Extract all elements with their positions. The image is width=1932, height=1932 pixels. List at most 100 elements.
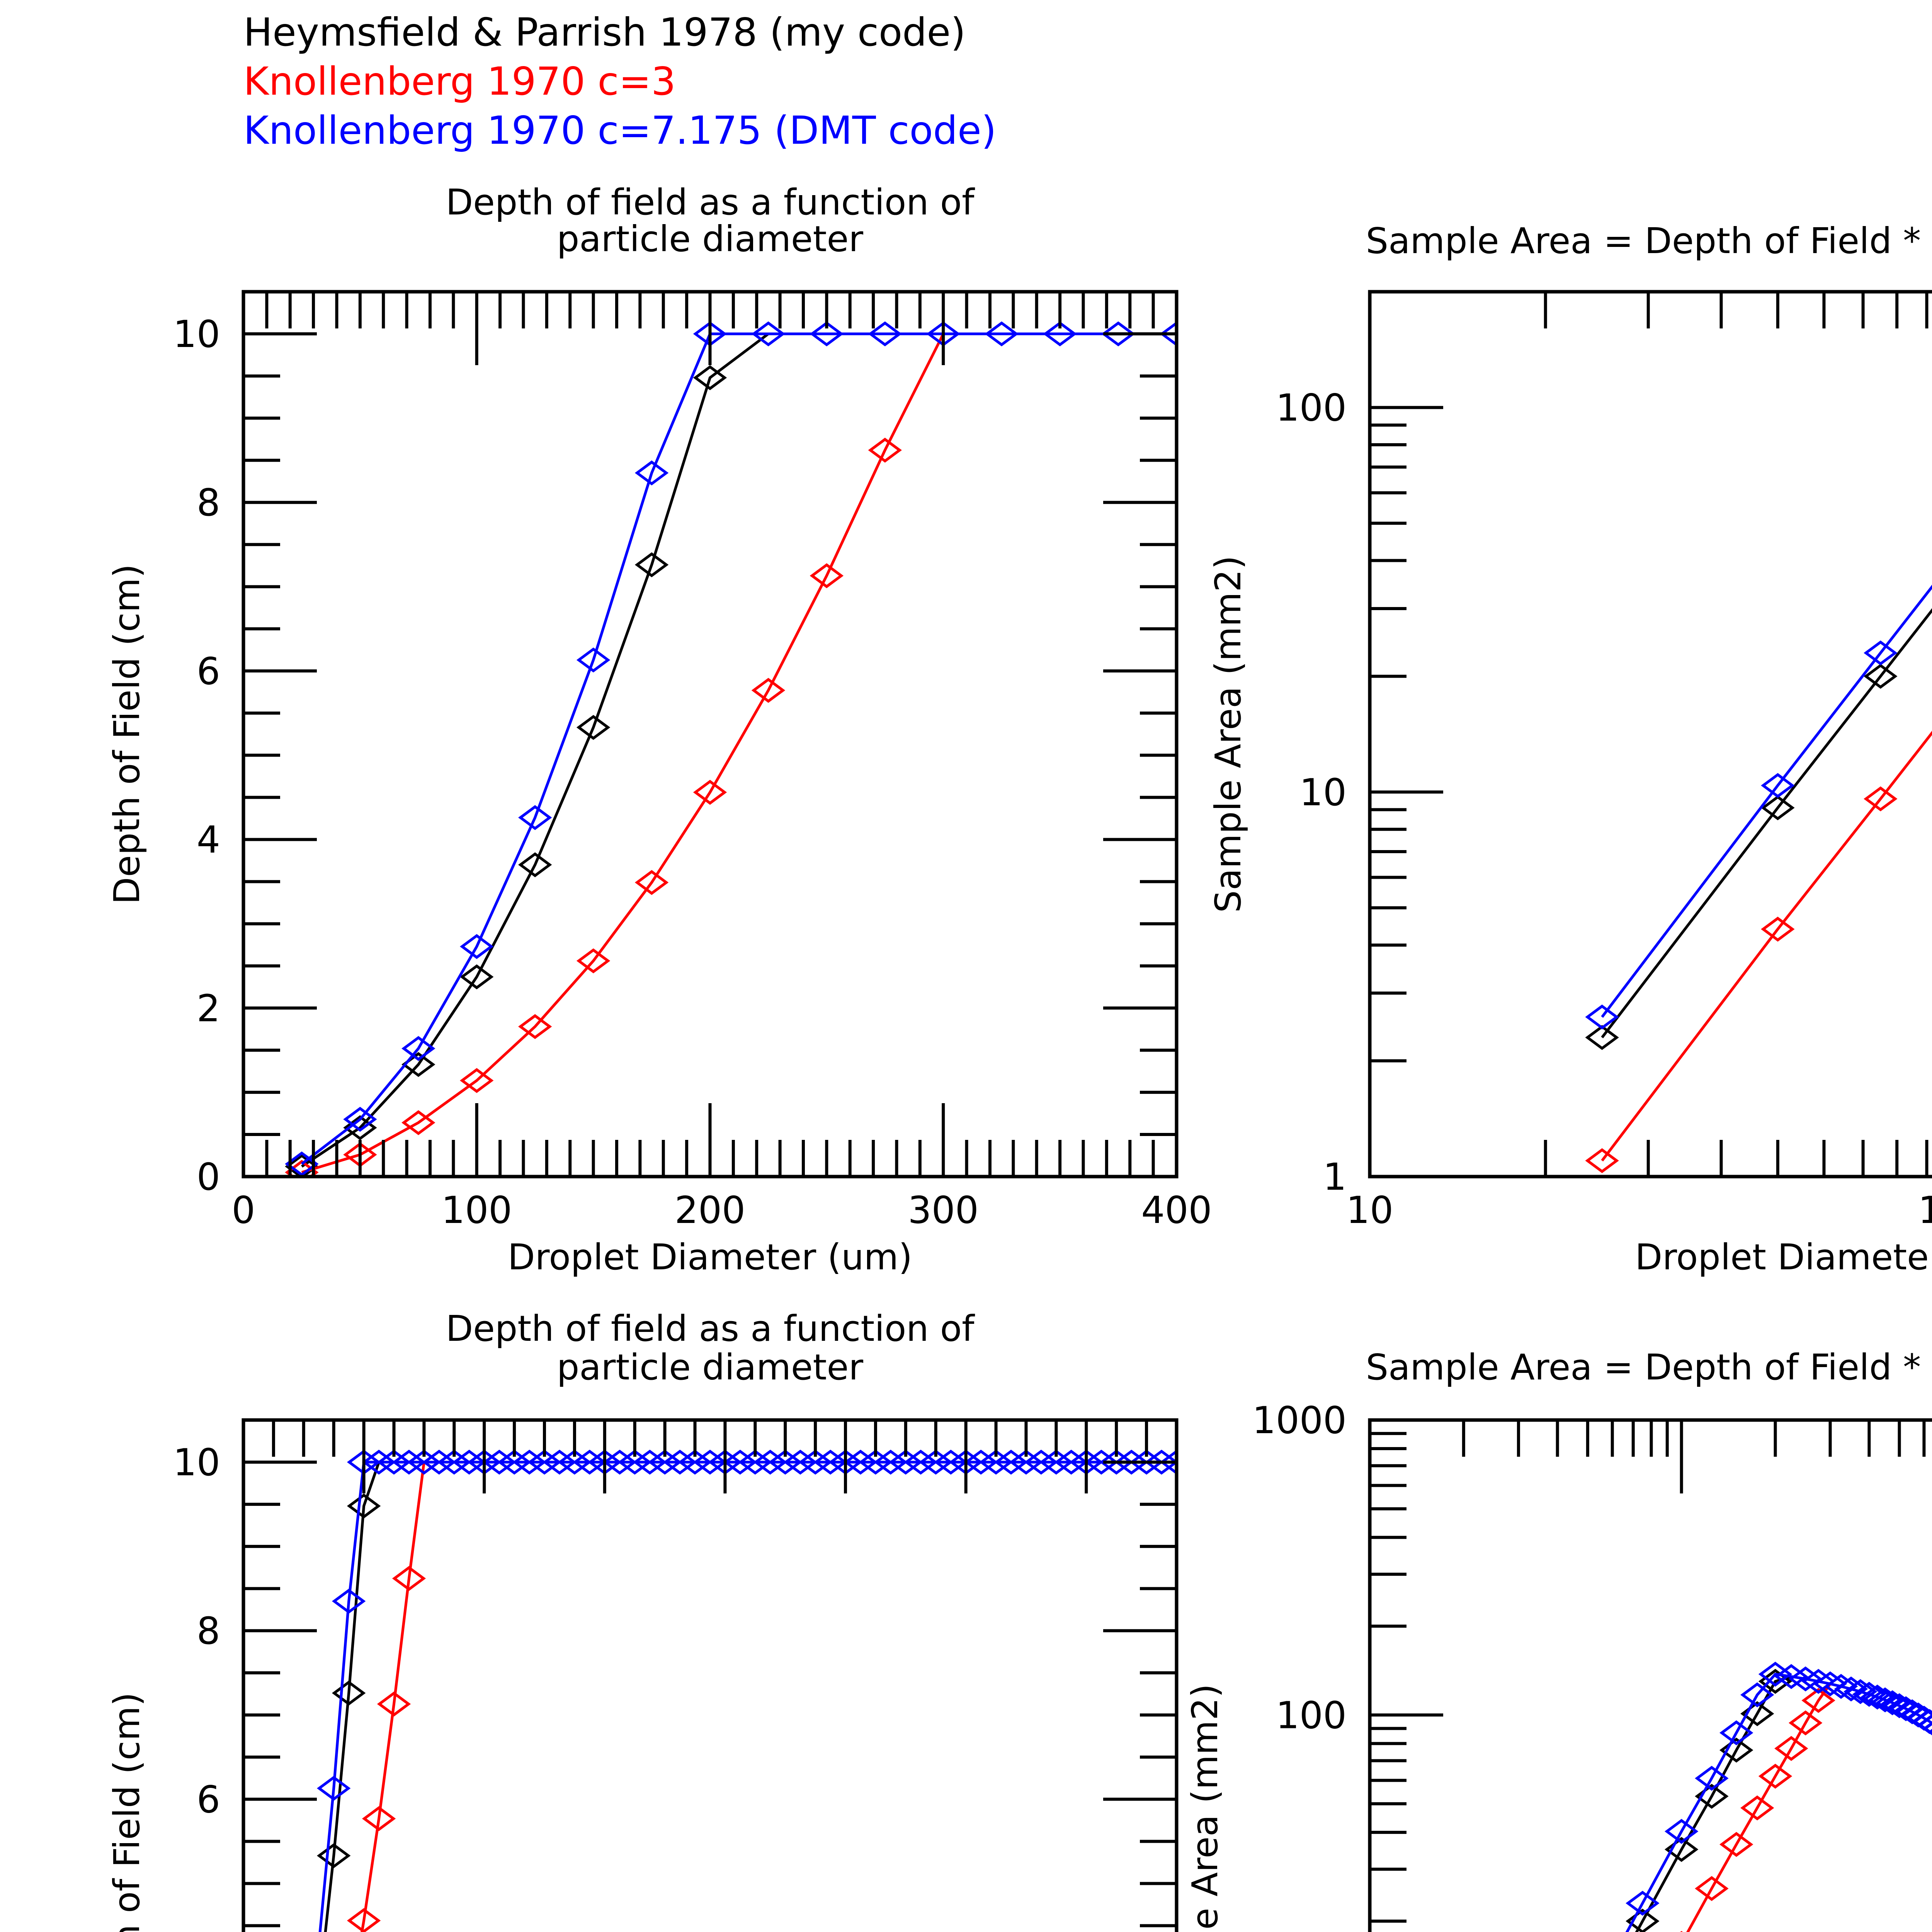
data-point-marker — [810, 563, 844, 588]
data-point-marker — [1664, 1837, 1699, 1862]
x-tick-label: 300 — [908, 1189, 979, 1232]
data-point-marker — [1834, 1676, 1868, 1702]
data-point-marker — [527, 1449, 561, 1475]
data-point-marker — [1761, 773, 1795, 798]
y-tick-label: 10 — [173, 313, 220, 356]
data-point-marker — [618, 1449, 652, 1475]
data-point-marker — [1801, 1688, 1835, 1713]
data-point-marker — [859, 1449, 893, 1475]
data-point-marker — [407, 1449, 441, 1475]
data-point-marker — [810, 321, 844, 347]
chart-dof-linear-full: Depth of field as a function ofparticle … — [106, 1308, 1179, 1932]
series-line — [361, 1462, 425, 1932]
data-point-marker — [985, 321, 1019, 347]
legend: Heymsfield & Parrish 1978 (my code) Knol… — [243, 8, 997, 155]
data-point-marker — [377, 1691, 411, 1717]
chart-title-line: Sample Area = Depth of Field * Effective… — [1366, 1347, 1932, 1388]
data-point-marker — [1160, 1449, 1177, 1475]
data-point-marker — [543, 1449, 577, 1475]
y-tick-label: 6 — [197, 1778, 220, 1821]
data-point-marker — [1043, 321, 1077, 347]
data-point-marker — [1664, 1819, 1699, 1844]
data-point-marker — [1160, 321, 1177, 347]
data-point-marker — [392, 1449, 426, 1475]
data-point-marker — [1761, 795, 1795, 820]
y-tick-label: 100 — [1276, 386, 1347, 430]
y-tick-label: 8 — [197, 481, 220, 524]
plot-frame — [242, 1418, 1179, 1932]
data-point-marker — [576, 715, 611, 740]
chart-dof-linear-zoom: Depth of field as a function ofparticle … — [106, 182, 1212, 1278]
data-point-marker — [1740, 1682, 1774, 1708]
x-tick-label: 200 — [675, 1189, 745, 1232]
data-point-marker — [1145, 1449, 1177, 1475]
data-point-marker — [678, 1449, 712, 1475]
series-line — [1601, 585, 1932, 1018]
data-point-marker — [1099, 1449, 1133, 1475]
data-point-marker — [844, 1449, 878, 1475]
data-point-marker — [868, 321, 902, 347]
data-point-marker — [1585, 1004, 1619, 1030]
series-line — [301, 333, 945, 1174]
data-point-marker — [332, 1588, 366, 1614]
data-point-marker — [1114, 1449, 1148, 1475]
data-point-marker — [1009, 1449, 1043, 1475]
data-point-marker — [285, 1154, 319, 1177]
data-point-marker — [1801, 1669, 1835, 1694]
series-line — [318, 1461, 1177, 1932]
data-point-marker — [332, 1680, 366, 1706]
y-tick-label: 1 — [1323, 1155, 1347, 1199]
data-point-marker — [482, 1449, 516, 1475]
data-point-marker — [518, 805, 552, 830]
data-point-marker — [723, 1449, 757, 1475]
x-tick-label: 100 — [1918, 1189, 1932, 1232]
data-point-marker — [1868, 1687, 1902, 1713]
y-axis-label: Depth of Field (cm) — [106, 1692, 148, 1932]
data-point-marker — [1626, 1891, 1660, 1916]
chart-sample-area-log-full: Sample Area = Depth of Field * Effective… — [1184, 1347, 1932, 1932]
data-point-marker — [889, 1449, 923, 1475]
data-point-marker — [1852, 1682, 1886, 1707]
data-point-marker — [798, 1449, 832, 1475]
data-point-marker — [768, 1449, 802, 1475]
data-point-marker — [1695, 1876, 1729, 1901]
data-point-marker — [934, 1449, 968, 1475]
x-tick-label: 100 — [441, 1189, 512, 1232]
data-point-marker — [751, 678, 786, 703]
data-point-marker — [693, 780, 727, 805]
data-point-marker — [452, 1449, 486, 1475]
y-tick-label: 100 — [1276, 1694, 1347, 1737]
series-line — [1625, 1673, 1932, 1932]
plot-area — [1625, 1662, 1932, 1932]
x-tick-label: 0 — [231, 1189, 255, 1232]
data-point-marker — [497, 1449, 531, 1475]
data-point-marker — [317, 1843, 351, 1868]
data-point-marker — [633, 1449, 667, 1475]
legend-item-knollenberg-dmt: Knollenberg 1970 c=7.175 (DMT code) — [243, 108, 997, 153]
data-point-marker — [783, 1449, 817, 1475]
data-point-marker — [1788, 1710, 1823, 1736]
data-point-marker — [437, 1449, 471, 1475]
data-point-marker — [347, 1493, 381, 1519]
data-point-marker — [1039, 1449, 1073, 1475]
series-line — [1601, 731, 1932, 1162]
data-point-marker — [1813, 1671, 1847, 1697]
data-point-marker — [753, 1449, 787, 1475]
data-point-marker — [634, 870, 669, 895]
data-point-marker — [518, 1014, 552, 1039]
chart-title-line: particle diameter — [557, 218, 863, 260]
data-point-marker — [1740, 1795, 1774, 1821]
plot-frame — [1368, 290, 1932, 1179]
data-point-marker — [1788, 1666, 1823, 1692]
x-axis-label: Droplet Diameter (um) — [1635, 1236, 1932, 1278]
data-point-marker — [401, 1036, 435, 1061]
series-line — [301, 332, 1177, 1168]
plot-area — [285, 321, 1177, 1177]
data-point-marker — [1054, 1449, 1088, 1475]
series-line — [1686, 1683, 1832, 1932]
data-point-marker — [1844, 1679, 1878, 1704]
data-point-marker — [392, 1566, 426, 1591]
data-point-marker — [868, 437, 902, 463]
data-point-marker — [904, 1449, 938, 1475]
